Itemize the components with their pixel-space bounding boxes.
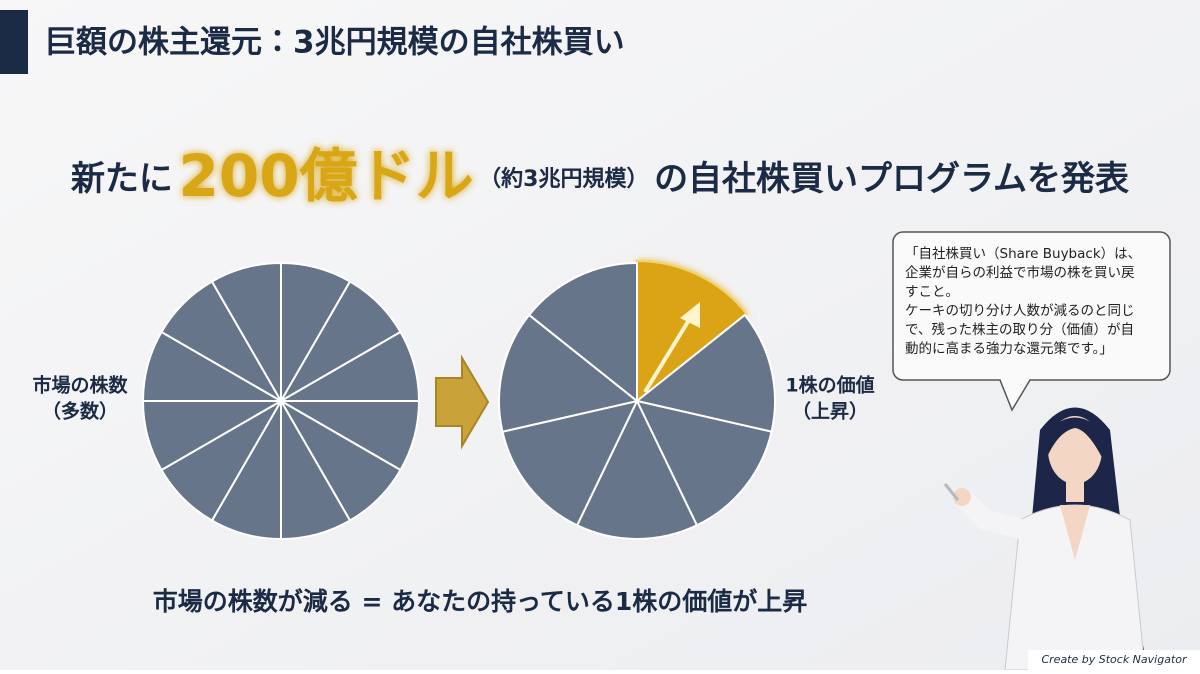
bubble-line: で、残った株主の取り分（価値）が自 (905, 322, 1134, 338)
bubble-line: すこと。 (905, 284, 959, 300)
left-label: 市場の株数 (32, 374, 128, 397)
presenter-illustration (943, 407, 1150, 671)
credit-box (1028, 650, 1200, 670)
pie-slice (527, 261, 638, 404)
bubble-text: 「自社株買い（Share Buyback）は、企業が自らの利益で市場の株を買い戻… (905, 246, 1141, 357)
left-label: （多数） (42, 400, 118, 423)
bubble-line: 動的に高まる強力な還元策です。」 (905, 340, 1113, 357)
headline-suffix: の自社株買いプログラムを発表 (654, 159, 1129, 199)
speech-bubble (892, 231, 1171, 412)
caption: 市場の株数が減る = あなたの持っている1株の価値が上昇 (153, 587, 808, 616)
bubble-line: ケーキの切り分け人数が減るのと同じ (905, 302, 1135, 319)
transition-arrow (435, 354, 490, 450)
pie-slice (635, 399, 773, 527)
headline-note: （約3兆円規模） (479, 166, 648, 192)
pie-slice (634, 313, 776, 433)
pie-fewer-shares (498, 259, 776, 540)
growth-arrowhead (680, 302, 700, 328)
right-label: （上昇） (792, 400, 868, 423)
pie-slice (498, 313, 640, 433)
bubble-line: 企業が自らの利益で市場の株を買い戻 (905, 265, 1135, 281)
headline-prefix: 新たに (70, 159, 173, 199)
pie-slice (501, 399, 639, 527)
header-bar (0, 10, 28, 74)
highlight-slice (636, 259, 748, 404)
headline-amount: 200億ドル (179, 142, 474, 210)
header-title: 巨額の株主還元：3兆円規模の自社株買い (45, 25, 625, 61)
headline: 新たに 200億ドル （約3兆円規模） の自社株買いプログラムを発表 (70, 142, 1129, 210)
pie-slice (575, 398, 699, 540)
growth-arrow (643, 313, 694, 394)
pie-slice (210, 261, 282, 405)
bubble-line: 「自社株買い（Share Buyback）は、 (905, 246, 1141, 262)
credit: Create by Stock Navigator (1041, 653, 1188, 666)
right-label: 1株の価値 (785, 374, 874, 397)
pie-many-shares (141, 261, 421, 541)
